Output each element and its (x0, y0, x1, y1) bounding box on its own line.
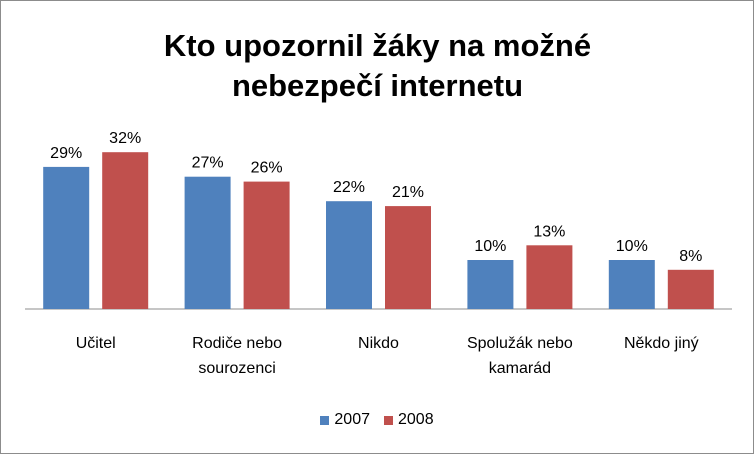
category-label: sourozenci (198, 360, 275, 377)
legend-swatch (320, 415, 330, 425)
bar-2007-1 (43, 166, 90, 309)
legend-label: 2007 (334, 411, 370, 428)
bar-2008-2 (243, 181, 290, 309)
category-label: Spolužák nebo (467, 335, 573, 352)
legend-label: 2008 (398, 411, 434, 428)
category-label: kamarád (489, 360, 551, 377)
bar-2008-5 (667, 269, 714, 309)
data-label: 26% (251, 160, 283, 177)
bar-2008-3 (385, 206, 431, 309)
bar-2007-3 (326, 201, 372, 309)
data-label: 22% (333, 179, 365, 196)
data-label: 21% (392, 184, 424, 201)
data-label: 32% (109, 130, 141, 147)
category-label: Učitel (76, 335, 116, 352)
data-label: 13% (533, 223, 565, 240)
legend-item-2007: 2007 (320, 411, 370, 429)
data-label: 10% (616, 238, 648, 255)
bar-2007-2 (184, 176, 231, 309)
bar-2008-1 (102, 152, 149, 309)
category-label: Rodiče nebo (192, 335, 282, 352)
data-label: 8% (679, 248, 702, 265)
bar-2008-4 (526, 245, 573, 309)
category-label: Někdo jiný (624, 335, 699, 352)
legend-swatch (384, 415, 393, 425)
bar-2007-5 (608, 260, 655, 309)
data-label: 27% (192, 155, 224, 172)
data-label: 10% (474, 238, 506, 255)
data-label: 29% (50, 145, 82, 162)
category-label: Nikdo (358, 335, 399, 352)
legend: 2007 2008 (0, 409, 754, 431)
chart-title: Kto upozornil žáky na možné nebezpečí in… (163, 28, 592, 103)
legend-item-2008: 2008 (384, 411, 434, 429)
bar-2007-4 (467, 260, 514, 309)
